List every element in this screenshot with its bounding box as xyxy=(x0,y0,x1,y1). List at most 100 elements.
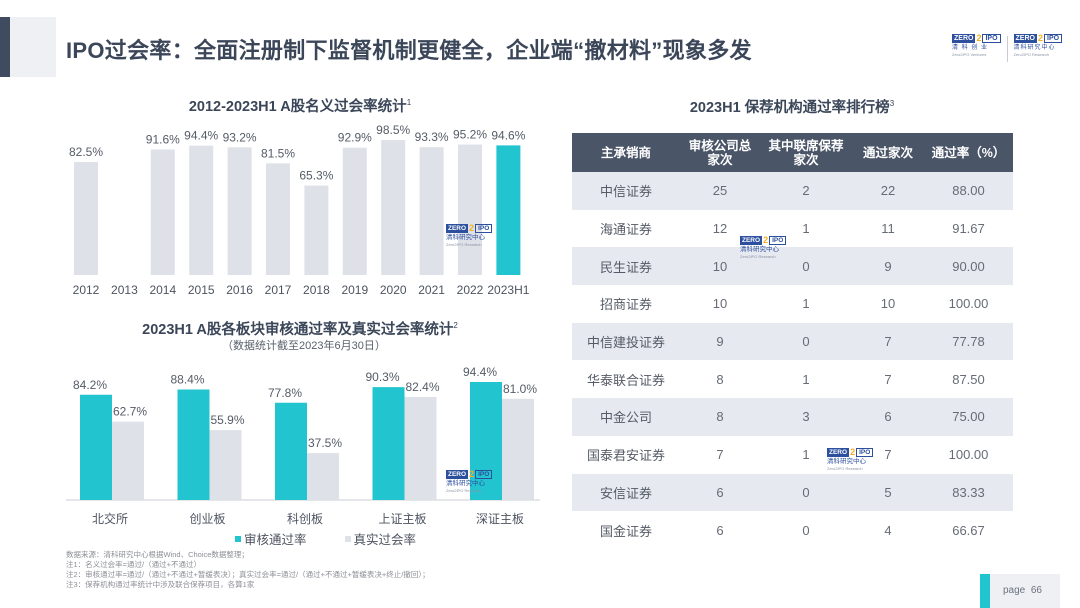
logo-two: 2 xyxy=(850,447,856,457)
value-label: 94.4% xyxy=(184,129,218,143)
footnote-source: 数据来源：清科研究中心根据Wind、Choice数据整理； xyxy=(66,550,249,559)
logo-zero: ZERO xyxy=(827,448,850,457)
bar-2017 xyxy=(266,163,290,275)
watermark-en: Zero2IPO Research xyxy=(827,466,863,471)
value-label: 93.3% xyxy=(415,130,449,144)
watermark-en: Zero2IPO Research xyxy=(446,488,482,493)
cell-total: 10 xyxy=(680,247,760,286)
cell-underwriter: 民生证券 xyxy=(572,247,680,286)
x-tick-label: 创业板 xyxy=(189,512,225,526)
table-header-row: 主承销商 审核公司总 家次 其中联席保荐 家次 通过家次 通过率（%） xyxy=(572,133,1013,172)
cell-joint: 3 xyxy=(760,398,852,436)
x-tick-label: 2012 xyxy=(73,283,100,297)
cell-joint: 1 xyxy=(760,285,852,323)
chart1-annual-pass-rate: 82.5% 2012 2013 91.6% 2014 94.4% 2015 93.2% 2016… xyxy=(69,123,530,297)
bar-2018 xyxy=(304,185,329,275)
watermark-mark: ZERO 2 IPO xyxy=(740,235,787,245)
col-header-rate: 通过率（%） xyxy=(924,133,1013,172)
header-logos: ZERO 2 IPO 清 科 创 业 Zero2IPO Ventures ZER… xyxy=(952,34,1063,62)
cell-passed: 9 xyxy=(852,247,924,286)
legend-label: 真实过会率 xyxy=(353,533,417,547)
page-number: page 66 xyxy=(1003,585,1042,596)
logo-zero: ZERO xyxy=(740,236,763,245)
cell-joint: 2 xyxy=(760,172,852,210)
logo-ipo: IPO xyxy=(982,34,1001,43)
value-label: 93.2% xyxy=(223,130,257,144)
cell-rate: 83.33 xyxy=(924,473,1013,512)
legend-item-real-pass: 真实过会率 xyxy=(344,529,417,548)
logo-zero: ZERO xyxy=(446,224,469,233)
bar-创业板-真实过会率 xyxy=(209,430,242,500)
bar-2014 xyxy=(150,149,175,275)
watermark-cn: 清科研究中心 xyxy=(446,234,485,241)
table-body: 中信证券 25 2 22 88.00 海通证券 12 1 11 91.67 民生证券 10 0 9 90.0… xyxy=(572,172,1013,549)
value-label: 94.6% xyxy=(491,128,525,142)
footnotes: 数据来源：清科研究中心根据Wind、Choice数据整理； 注1：名义过会率=通… xyxy=(66,550,430,590)
logo-en-text: Zero2IPO Research xyxy=(1013,52,1050,57)
title-accent-bar xyxy=(0,17,10,77)
value-label: 88.4% xyxy=(170,373,204,387)
x-tick-label: 上证主板 xyxy=(378,512,426,526)
cell-underwriter: 华泰联合证券 xyxy=(572,360,680,399)
bar-创业板-审核通过率 xyxy=(177,389,210,500)
cell-passed: 7 xyxy=(852,322,924,361)
table-title: 2023H1 保荐机构通过率排行榜3 xyxy=(572,96,1012,117)
table-row: 中信建投证券 9 0 7 77.78 xyxy=(572,322,1013,361)
logo-cn-text: 清科研究中心 xyxy=(1013,45,1056,51)
header-text: 主承销商 xyxy=(600,145,651,160)
cell-total: 6 xyxy=(680,473,760,512)
logo-ipo: IPO xyxy=(475,224,493,233)
cell-underwriter: 国金证券 xyxy=(572,511,680,549)
bar-2016 xyxy=(227,147,252,275)
col-header-total: 审核公司总 家次 xyxy=(680,133,760,172)
bar-科创板-真实过会率 xyxy=(307,453,339,500)
value-label: 55.9% xyxy=(210,413,244,427)
bar-2020 xyxy=(381,140,406,275)
x-tick-label: 2017 xyxy=(265,283,292,297)
header-text: 家次 xyxy=(793,152,819,167)
table-row: 招商证券 10 1 10 100.00 xyxy=(572,285,1013,323)
footnote-2: 注2：审核通过率=通过/（通过+不通过+暂缓表决）；真实过会率=通过/（通过+不… xyxy=(66,570,430,579)
x-tick-label: 2020 xyxy=(380,283,407,297)
cell-underwriter: 安信证券 xyxy=(572,473,680,512)
value-label: 65.3% xyxy=(299,169,333,183)
cell-total: 8 xyxy=(680,360,760,399)
bar-北交所-真实过会率 xyxy=(112,421,144,500)
table-row: 中金公司 8 3 6 75.00 xyxy=(572,398,1013,436)
logo-en-text: Zero2IPO Ventures xyxy=(952,52,987,57)
cell-passed: 10 xyxy=(852,285,924,323)
header-text: 通过家次 xyxy=(862,145,913,160)
footnote-3: 注3：保荐机构通过率统计中涉及联合保荐项目，各算1家 xyxy=(66,580,255,589)
cell-underwriter: 中信证券 xyxy=(572,172,680,210)
cell-rate: 75.00 xyxy=(924,398,1013,436)
cell-passed: 4 xyxy=(852,511,924,549)
bar-2012 xyxy=(74,161,98,275)
cell-total: 10 xyxy=(680,285,760,323)
col-header-joint: 其中联席保荐 家次 xyxy=(760,133,852,172)
logo-two: 2 xyxy=(763,235,769,245)
cell-rate: 91.67 xyxy=(924,209,1013,248)
footnote-1: 注1：名义过会率=通过/（通过+不通过） xyxy=(66,560,202,569)
bar-深证主板-审核通过率 xyxy=(470,382,502,500)
cell-joint: 0 xyxy=(760,247,852,286)
bar-深证主板-真实过会率 xyxy=(502,398,534,500)
watermark-en: Zero2IPO Research xyxy=(740,254,776,259)
zero2ipo-ventures-logo: ZERO 2 IPO 清 科 创 业 Zero2IPO Ventures xyxy=(952,34,1001,57)
page-title: IPO过会率：全面注册制下监督机制更健全，企业端“撤材料”现象多发 xyxy=(66,38,752,63)
cell-passed: 7 xyxy=(852,360,924,399)
watermark-cn: 清科研究中心 xyxy=(740,246,779,253)
chart1-title-text: 2012-2023H1 A股名义过会率统计 xyxy=(188,99,407,115)
sponsor-ranking-table: 主承销商 审核公司总 家次 其中联席保荐 家次 通过家次 通过率（%） 中信证券 25… xyxy=(572,133,1013,549)
bar-上证主板-审核通过率 xyxy=(372,387,405,500)
page-number-box xyxy=(980,574,1060,608)
cell-underwriter: 中信建投证券 xyxy=(572,322,680,361)
logo-two: 2 xyxy=(469,469,475,479)
cell-rate: 90.00 xyxy=(924,247,1013,286)
value-label: 91.6% xyxy=(146,133,180,147)
chart2-subtitle: （数据统计截至2023年6月30日） xyxy=(222,340,386,352)
cell-joint: 0 xyxy=(760,322,852,361)
cell-total: 25 xyxy=(680,172,760,210)
chart1-title: 2012-2023H1 A股名义过会率统计1 xyxy=(60,95,540,116)
logo-ipo: IPO xyxy=(475,470,493,479)
x-tick-label: 2014 xyxy=(149,283,176,297)
